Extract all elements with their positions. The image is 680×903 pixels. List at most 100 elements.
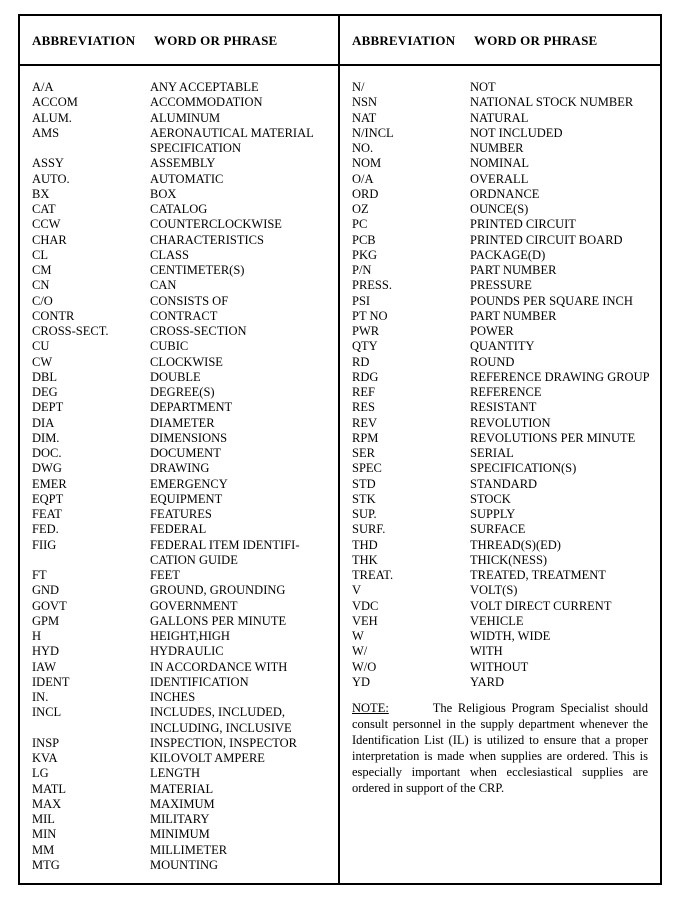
phrase-cell: PRESSURE [470, 278, 652, 293]
abbreviation-entry: INCLINCLUDES, INCLUDED, INCLUDING, INCLU… [32, 705, 330, 736]
abbreviation-entry: RPMREVOLUTIONS PER MINUTE [352, 431, 652, 446]
phrase-cell: EMERGENCY [150, 477, 330, 492]
abbreviation-entry: MAXMAXIMUM [32, 797, 330, 812]
phrase-cell: GALLONS PER MINUTE [150, 614, 330, 629]
phrase-cell: ANY ACCEPTABLE [150, 80, 330, 95]
phrase-cell: WIDTH, WIDE [470, 629, 652, 644]
abbr-cell: SURF. [352, 522, 470, 537]
abbreviation-entry: PKGPACKAGE(D) [352, 248, 652, 263]
abbreviation-entry: ASSYASSEMBLY [32, 156, 330, 171]
abbreviation-entry: CMCENTIMETER(S) [32, 263, 330, 278]
abbreviation-entry: EQPTEQUIPMENT [32, 492, 330, 507]
abbr-cell: PT NO [352, 309, 470, 324]
phrase-cell: NATURAL [470, 111, 652, 126]
phrase-cell: DOUBLE [150, 370, 330, 385]
abbreviation-entry: SERSERIAL [352, 446, 652, 461]
phrase-cell: DOCUMENT [150, 446, 330, 461]
abbreviation-entry: CHARCHARACTERISTICS [32, 233, 330, 248]
abbreviation-entry: W/OWITHOUT [352, 660, 652, 675]
right-body: N/NOTNSNNATIONAL STOCK NUMBERNATNATURALN… [340, 66, 660, 806]
phrase-cell: SURFACE [470, 522, 652, 537]
abbreviation-entry: SURF.SURFACE [352, 522, 652, 537]
phrase-cell: PACKAGE(D) [470, 248, 652, 263]
abbr-cell: EMER [32, 477, 150, 492]
abbreviation-entry: STKSTOCK [352, 492, 652, 507]
abbr-cell: MATL [32, 782, 150, 797]
abbreviation-entry: AMSAERONAUTICAL MATERIAL SPECIFICATION [32, 126, 330, 157]
abbr-cell: W/O [352, 660, 470, 675]
phrase-cell: MATERIAL [150, 782, 330, 797]
abbr-cell: REV [352, 416, 470, 431]
abbr-cell: VDC [352, 599, 470, 614]
page: ABBREVIATION WORD OR PHRASE A/AANY ACCEP… [0, 0, 680, 903]
abbr-cell: TREAT. [352, 568, 470, 583]
phrase-cell: FEDERAL [150, 522, 330, 537]
abbreviation-entry: THDTHREAD(S)(ED) [352, 538, 652, 553]
abbr-cell: RPM [352, 431, 470, 446]
abbreviation-entry: SUP.SUPPLY [352, 507, 652, 522]
abbr-cell: DOC. [32, 446, 150, 461]
phrase-cell: CLASS [150, 248, 330, 263]
phrase-cell: DEPARTMENT [150, 400, 330, 415]
phrase-cell: VEHICLE [470, 614, 652, 629]
abbr-cell: CU [32, 339, 150, 354]
abbreviation-entry: ACCOMACCOMMODATION [32, 95, 330, 110]
phrase-cell: NUMBER [470, 141, 652, 156]
abbr-cell: A/A [32, 80, 150, 95]
abbr-cell: PRESS. [352, 278, 470, 293]
phrase-cell: ACCOMMODATION [150, 95, 330, 110]
abbr-cell: YD [352, 675, 470, 690]
abbr-cell: HYD [32, 644, 150, 659]
abbreviation-entry: FED.FEDERAL [32, 522, 330, 537]
abbr-cell: RES [352, 400, 470, 415]
phrase-cell: EQUIPMENT [150, 492, 330, 507]
phrase-cell: LENGTH [150, 766, 330, 781]
phrase-cell: DIMENSIONS [150, 431, 330, 446]
abbreviation-entry: FEATFEATURES [32, 507, 330, 522]
abbr-cell: CROSS-SECT. [32, 324, 150, 339]
abbreviation-entry: HYDHYDRAULIC [32, 644, 330, 659]
abbr-cell: OZ [352, 202, 470, 217]
abbr-cell: FEAT [32, 507, 150, 522]
abbr-cell: REF [352, 385, 470, 400]
abbreviation-entry: PCPRINTED CIRCUIT [352, 217, 652, 232]
abbr-cell: IN. [32, 690, 150, 705]
phrase-cell: DEGREE(S) [150, 385, 330, 400]
abbreviation-entry: MILMILITARY [32, 812, 330, 827]
abbreviation-entry: ORDORDNANCE [352, 187, 652, 202]
phrase-cell: INSPECTION, INSPECTOR [150, 736, 330, 751]
abbr-cell: MIL [32, 812, 150, 827]
phrase-cell: MILITARY [150, 812, 330, 827]
abbreviation-entry: BXBOX [32, 187, 330, 202]
abbreviation-entry: SPECSPECIFICATION(S) [352, 461, 652, 476]
abbreviation-entry: REFREFERENCE [352, 385, 652, 400]
abbr-cell: W/ [352, 644, 470, 659]
abbr-cell: FIIG [32, 538, 150, 553]
abbr-cell: CW [32, 355, 150, 370]
phrase-cell: REVOLUTIONS PER MINUTE [470, 431, 652, 446]
abbr-cell: NO. [352, 141, 470, 156]
phrase-cell: GOVERNMENT [150, 599, 330, 614]
phrase-cell: CHARACTERISTICS [150, 233, 330, 248]
abbreviation-entry: OZOUNCE(S) [352, 202, 652, 217]
abbreviation-entry: P/NPART NUMBER [352, 263, 652, 278]
abbreviation-entry: RDROUND [352, 355, 652, 370]
abbr-cell: AUTO. [32, 172, 150, 187]
abbreviation-entry: RESRESISTANT [352, 400, 652, 415]
abbreviation-entry: NO.NUMBER [352, 141, 652, 156]
abbr-cell: GND [32, 583, 150, 598]
abbr-cell: INCL [32, 705, 150, 720]
phrase-cell: TREATED, TREATMENT [470, 568, 652, 583]
abbr-cell: NSN [352, 95, 470, 110]
abbr-cell: CAT [32, 202, 150, 217]
abbr-cell: CM [32, 263, 150, 278]
abbreviation-entry: MTGMOUNTING [32, 858, 330, 873]
phrase-cell: GROUND, GROUNDING [150, 583, 330, 598]
phrase-cell: NOT INCLUDED [470, 126, 652, 141]
abbreviation-entry: WWIDTH, WIDE [352, 629, 652, 644]
phrase-cell: ALUMINUM [150, 111, 330, 126]
phrase-cell: ROUND [470, 355, 652, 370]
abbreviation-entry: KVAKILOVOLT AMPERE [32, 751, 330, 766]
phrase-cell: CUBIC [150, 339, 330, 354]
abbreviation-entry: CROSS-SECT.CROSS-SECTION [32, 324, 330, 339]
